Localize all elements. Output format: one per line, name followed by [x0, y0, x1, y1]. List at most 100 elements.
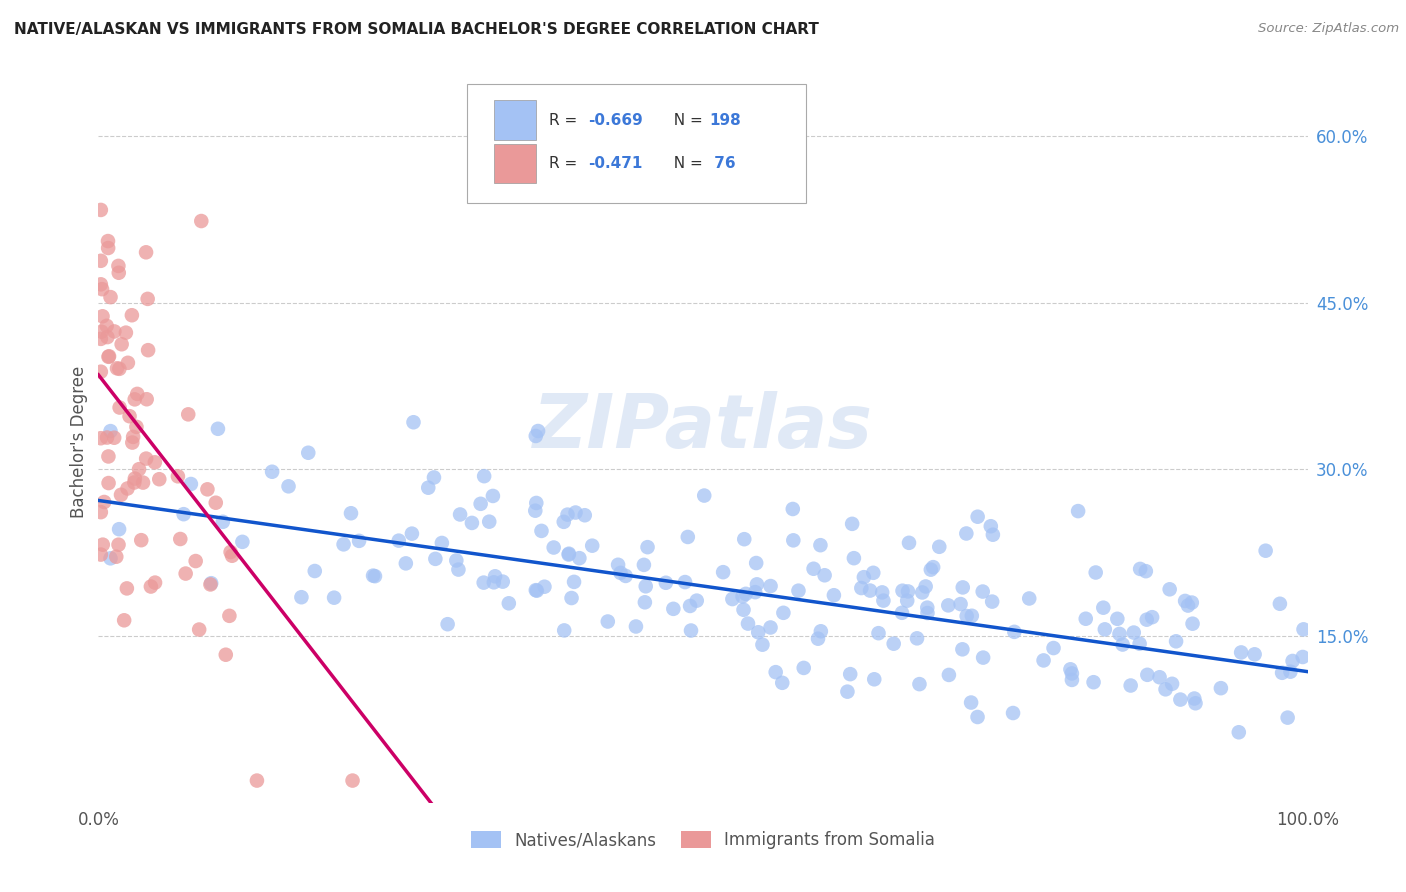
Point: [530, 524, 553, 538]
Point: [342, 773, 364, 788]
Point: [402, 415, 425, 429]
Point: [952, 581, 974, 595]
Point: [105, 549, 128, 564]
Point: [484, 569, 506, 583]
Point: [1042, 641, 1064, 656]
Point: [118, 409, 141, 424]
Point: [679, 599, 702, 613]
Point: [1067, 504, 1090, 518]
Point: [782, 502, 804, 516]
Text: Source: ZipAtlas.com: Source: ZipAtlas.com: [1258, 22, 1399, 36]
Point: [922, 560, 945, 574]
Point: [960, 608, 983, 623]
Point: [558, 547, 581, 561]
Point: [395, 557, 418, 571]
Point: [896, 593, 918, 607]
Point: [759, 579, 782, 593]
Point: [277, 479, 299, 493]
Point: [290, 591, 312, 605]
Point: [852, 570, 875, 584]
Point: [898, 536, 921, 550]
Point: [1277, 711, 1299, 725]
Point: [526, 583, 548, 598]
Point: [734, 587, 756, 601]
Point: [1092, 600, 1115, 615]
Point: [1174, 594, 1197, 608]
Point: [492, 574, 515, 589]
Point: [981, 594, 1004, 608]
Point: [91, 538, 114, 552]
Point: [662, 602, 685, 616]
Point: [557, 548, 579, 562]
Point: [91, 282, 114, 296]
Point: [1002, 624, 1025, 639]
Point: [1129, 637, 1152, 651]
Point: [1271, 665, 1294, 680]
Point: [891, 606, 914, 620]
Point: [609, 566, 631, 580]
Point: [1129, 562, 1152, 576]
Point: [561, 591, 583, 605]
Text: ZIPatlas: ZIPatlas: [533, 391, 873, 464]
Point: [1254, 543, 1277, 558]
Point: [823, 588, 845, 602]
Point: [100, 551, 122, 566]
Point: [1227, 725, 1250, 739]
Point: [972, 650, 994, 665]
Point: [449, 508, 471, 522]
Point: [634, 595, 657, 609]
Point: [115, 326, 138, 340]
Point: [1159, 582, 1181, 597]
Point: [842, 551, 865, 566]
Point: [207, 422, 229, 436]
Text: 76: 76: [709, 156, 735, 171]
Point: [634, 579, 657, 593]
Point: [167, 469, 190, 483]
Point: [472, 575, 495, 590]
Point: [98, 349, 121, 363]
Text: -0.471: -0.471: [588, 156, 643, 171]
Point: [304, 564, 326, 578]
Point: [110, 488, 132, 502]
Point: [129, 533, 152, 548]
Point: [1074, 612, 1097, 626]
Point: [883, 637, 905, 651]
Point: [197, 483, 219, 497]
Point: [103, 431, 125, 445]
Point: [107, 538, 129, 552]
Point: [960, 696, 983, 710]
Point: [1230, 645, 1253, 659]
Point: [177, 408, 200, 422]
Point: [1292, 623, 1315, 637]
Point: [1059, 662, 1081, 676]
Point: [1002, 706, 1025, 720]
Point: [1060, 673, 1083, 687]
FancyBboxPatch shape: [467, 84, 806, 203]
Point: [624, 619, 647, 633]
Point: [93, 495, 115, 509]
Point: [1119, 679, 1142, 693]
Y-axis label: Bachelor's Degree: Bachelor's Degree: [70, 366, 89, 517]
Point: [905, 632, 928, 646]
Point: [478, 515, 501, 529]
Point: [936, 599, 959, 613]
Point: [124, 472, 146, 486]
Point: [96, 330, 118, 344]
Point: [136, 343, 159, 358]
Point: [787, 583, 810, 598]
Point: [562, 574, 585, 589]
Point: [122, 430, 145, 444]
Point: [323, 591, 346, 605]
Point: [1281, 654, 1303, 668]
Point: [180, 477, 202, 491]
Point: [920, 563, 942, 577]
Point: [112, 613, 135, 627]
Bar: [494, 100, 536, 140]
Point: [215, 648, 238, 662]
Point: [143, 575, 166, 590]
Point: [115, 582, 138, 596]
Point: [332, 537, 354, 551]
Point: [1084, 566, 1107, 580]
Point: [862, 566, 884, 580]
Point: [524, 429, 547, 443]
